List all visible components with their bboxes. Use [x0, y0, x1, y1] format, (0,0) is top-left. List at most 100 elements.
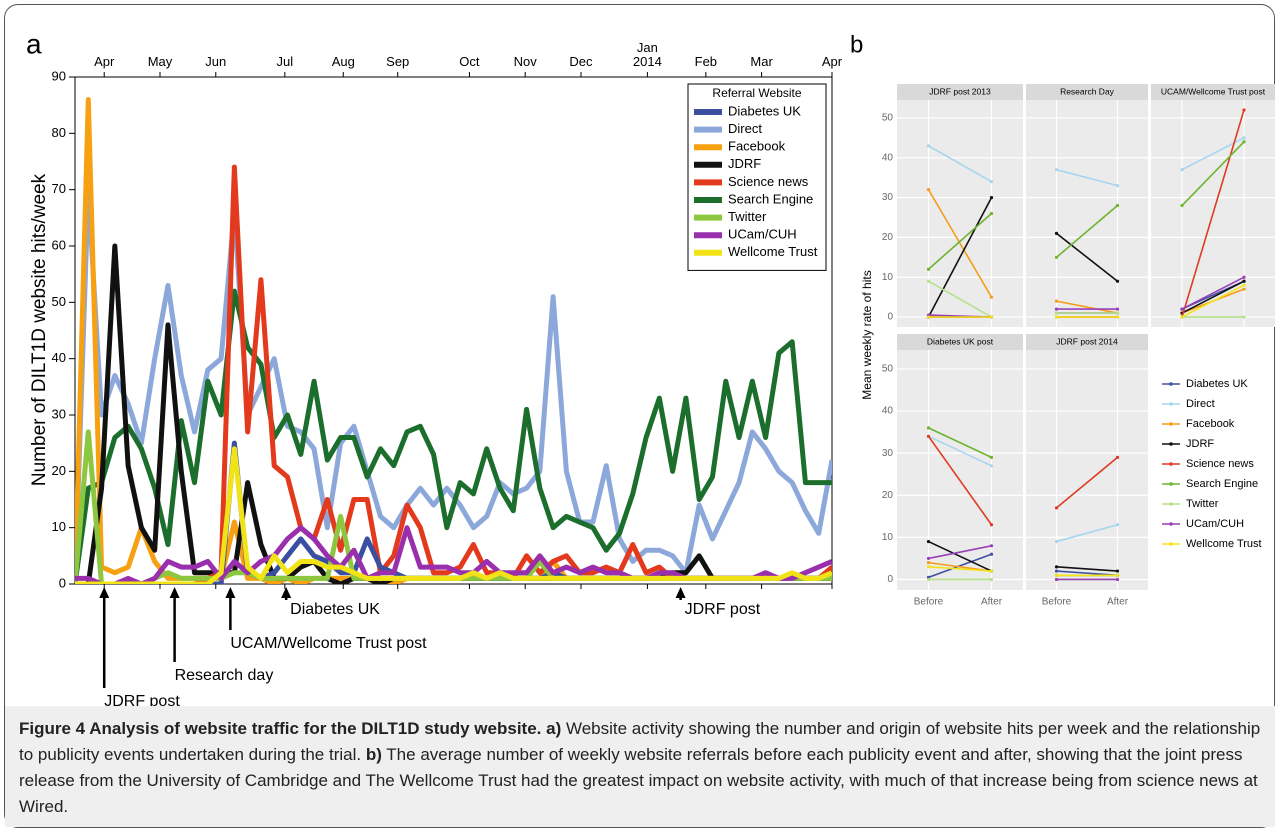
- series-line: [1181, 276, 1245, 310]
- x-tick-label: Jul: [276, 54, 294, 69]
- y-tick-label: 70: [52, 181, 66, 196]
- point: [1115, 455, 1120, 459]
- point: [989, 569, 994, 573]
- caption-label: a): [546, 719, 562, 738]
- point: [1054, 565, 1059, 569]
- series-line: [928, 545, 992, 560]
- point: [989, 315, 994, 319]
- point: [1115, 203, 1120, 208]
- point: [1115, 315, 1120, 319]
- legend-label: UCam/CUH: [728, 227, 797, 242]
- point: [989, 552, 994, 556]
- arrow-head: [99, 587, 110, 598]
- annotation: JDRF post: [104, 693, 180, 710]
- x-tick-label: After: [981, 597, 1003, 608]
- series-line: [1181, 280, 1245, 314]
- point: [1115, 573, 1120, 577]
- series-line: [928, 145, 992, 183]
- series-line: [1056, 300, 1118, 314]
- series-line: [1056, 566, 1118, 572]
- y-tick-label: 20: [882, 490, 894, 501]
- legend-label: JDRF: [728, 156, 761, 171]
- legend-point: [1169, 482, 1173, 486]
- y-tick-label: 80: [52, 125, 66, 140]
- point: [1242, 136, 1246, 140]
- point: [1242, 283, 1246, 287]
- series-line: [928, 435, 992, 467]
- y-tick-label: 10: [882, 532, 894, 543]
- legend-label: Facebook: [1186, 418, 1235, 430]
- point: [1054, 573, 1059, 577]
- legend-label: Wellcome Trust: [1186, 538, 1262, 550]
- y-tick-label: 40: [882, 152, 894, 163]
- y-tick-label: 20: [882, 232, 894, 243]
- legend-label: Facebook: [728, 139, 786, 154]
- x-tick-label: Apr: [821, 54, 843, 69]
- facet-bg: [897, 100, 1023, 327]
- figure-frame: [4, 4, 1275, 828]
- series-line: [927, 189, 993, 298]
- point: [989, 544, 994, 548]
- y-tick-label: 20: [52, 463, 66, 478]
- panel-label: b: [850, 31, 863, 58]
- caption-title: Figure 4 Analysis of website traffic for…: [19, 719, 542, 738]
- point: [926, 434, 931, 438]
- point: [989, 523, 994, 527]
- y-tick-label: 50: [882, 364, 894, 375]
- strip: [1151, 84, 1275, 100]
- point: [1115, 307, 1120, 311]
- point: [989, 464, 994, 468]
- y-tick-label: 0: [887, 312, 893, 323]
- point: [989, 455, 994, 459]
- point: [1115, 311, 1120, 315]
- legend-label: JDRF: [1186, 438, 1214, 450]
- point: [926, 577, 931, 582]
- strip: [897, 84, 1023, 100]
- series-line: [928, 553, 992, 579]
- point: [1115, 184, 1120, 188]
- legend-box: [687, 83, 827, 271]
- point: [989, 211, 994, 216]
- y-tick-label: 10: [882, 272, 894, 283]
- legend-point: [1169, 462, 1173, 466]
- annotation: Research day: [175, 667, 274, 684]
- x-tick-label: Oct: [459, 54, 480, 69]
- series-line: [1055, 204, 1119, 258]
- legend-label: Search Engine: [1186, 478, 1258, 490]
- lines: [75, 97, 832, 584]
- point: [1115, 569, 1120, 573]
- facet-bg: [897, 350, 1023, 590]
- facet-title: Research Day: [1060, 86, 1115, 96]
- point: [1115, 523, 1120, 527]
- x-tick-label: Apr: [94, 54, 115, 69]
- series-line: [927, 212, 993, 270]
- annotation: Diabetes UK: [290, 601, 380, 618]
- point: [989, 195, 994, 200]
- facet-title: JDRF post 2013: [929, 86, 991, 96]
- x-tick-label: Feb: [694, 54, 718, 69]
- point: [1115, 577, 1120, 582]
- legend-label: Science news: [1186, 458, 1254, 470]
- point: [1115, 279, 1120, 283]
- y-axis-label: Number of DILT1D website hits/week: [29, 173, 50, 486]
- point: [926, 144, 931, 148]
- arrow-head: [225, 587, 236, 598]
- point: [1242, 279, 1246, 283]
- series-line: [1181, 109, 1245, 318]
- facet-bg: [1026, 350, 1148, 590]
- point: [926, 556, 931, 561]
- point: [1054, 569, 1059, 573]
- point: [926, 188, 931, 192]
- series-line: [928, 566, 992, 572]
- legend-point: [1169, 442, 1173, 446]
- point: [1180, 307, 1184, 311]
- strip: [897, 334, 1023, 350]
- point: [1054, 307, 1059, 311]
- strip: [1026, 84, 1148, 100]
- point: [989, 295, 994, 299]
- point: [926, 315, 931, 319]
- y-tick-label: 50: [882, 113, 894, 124]
- panel-label: a: [26, 28, 42, 59]
